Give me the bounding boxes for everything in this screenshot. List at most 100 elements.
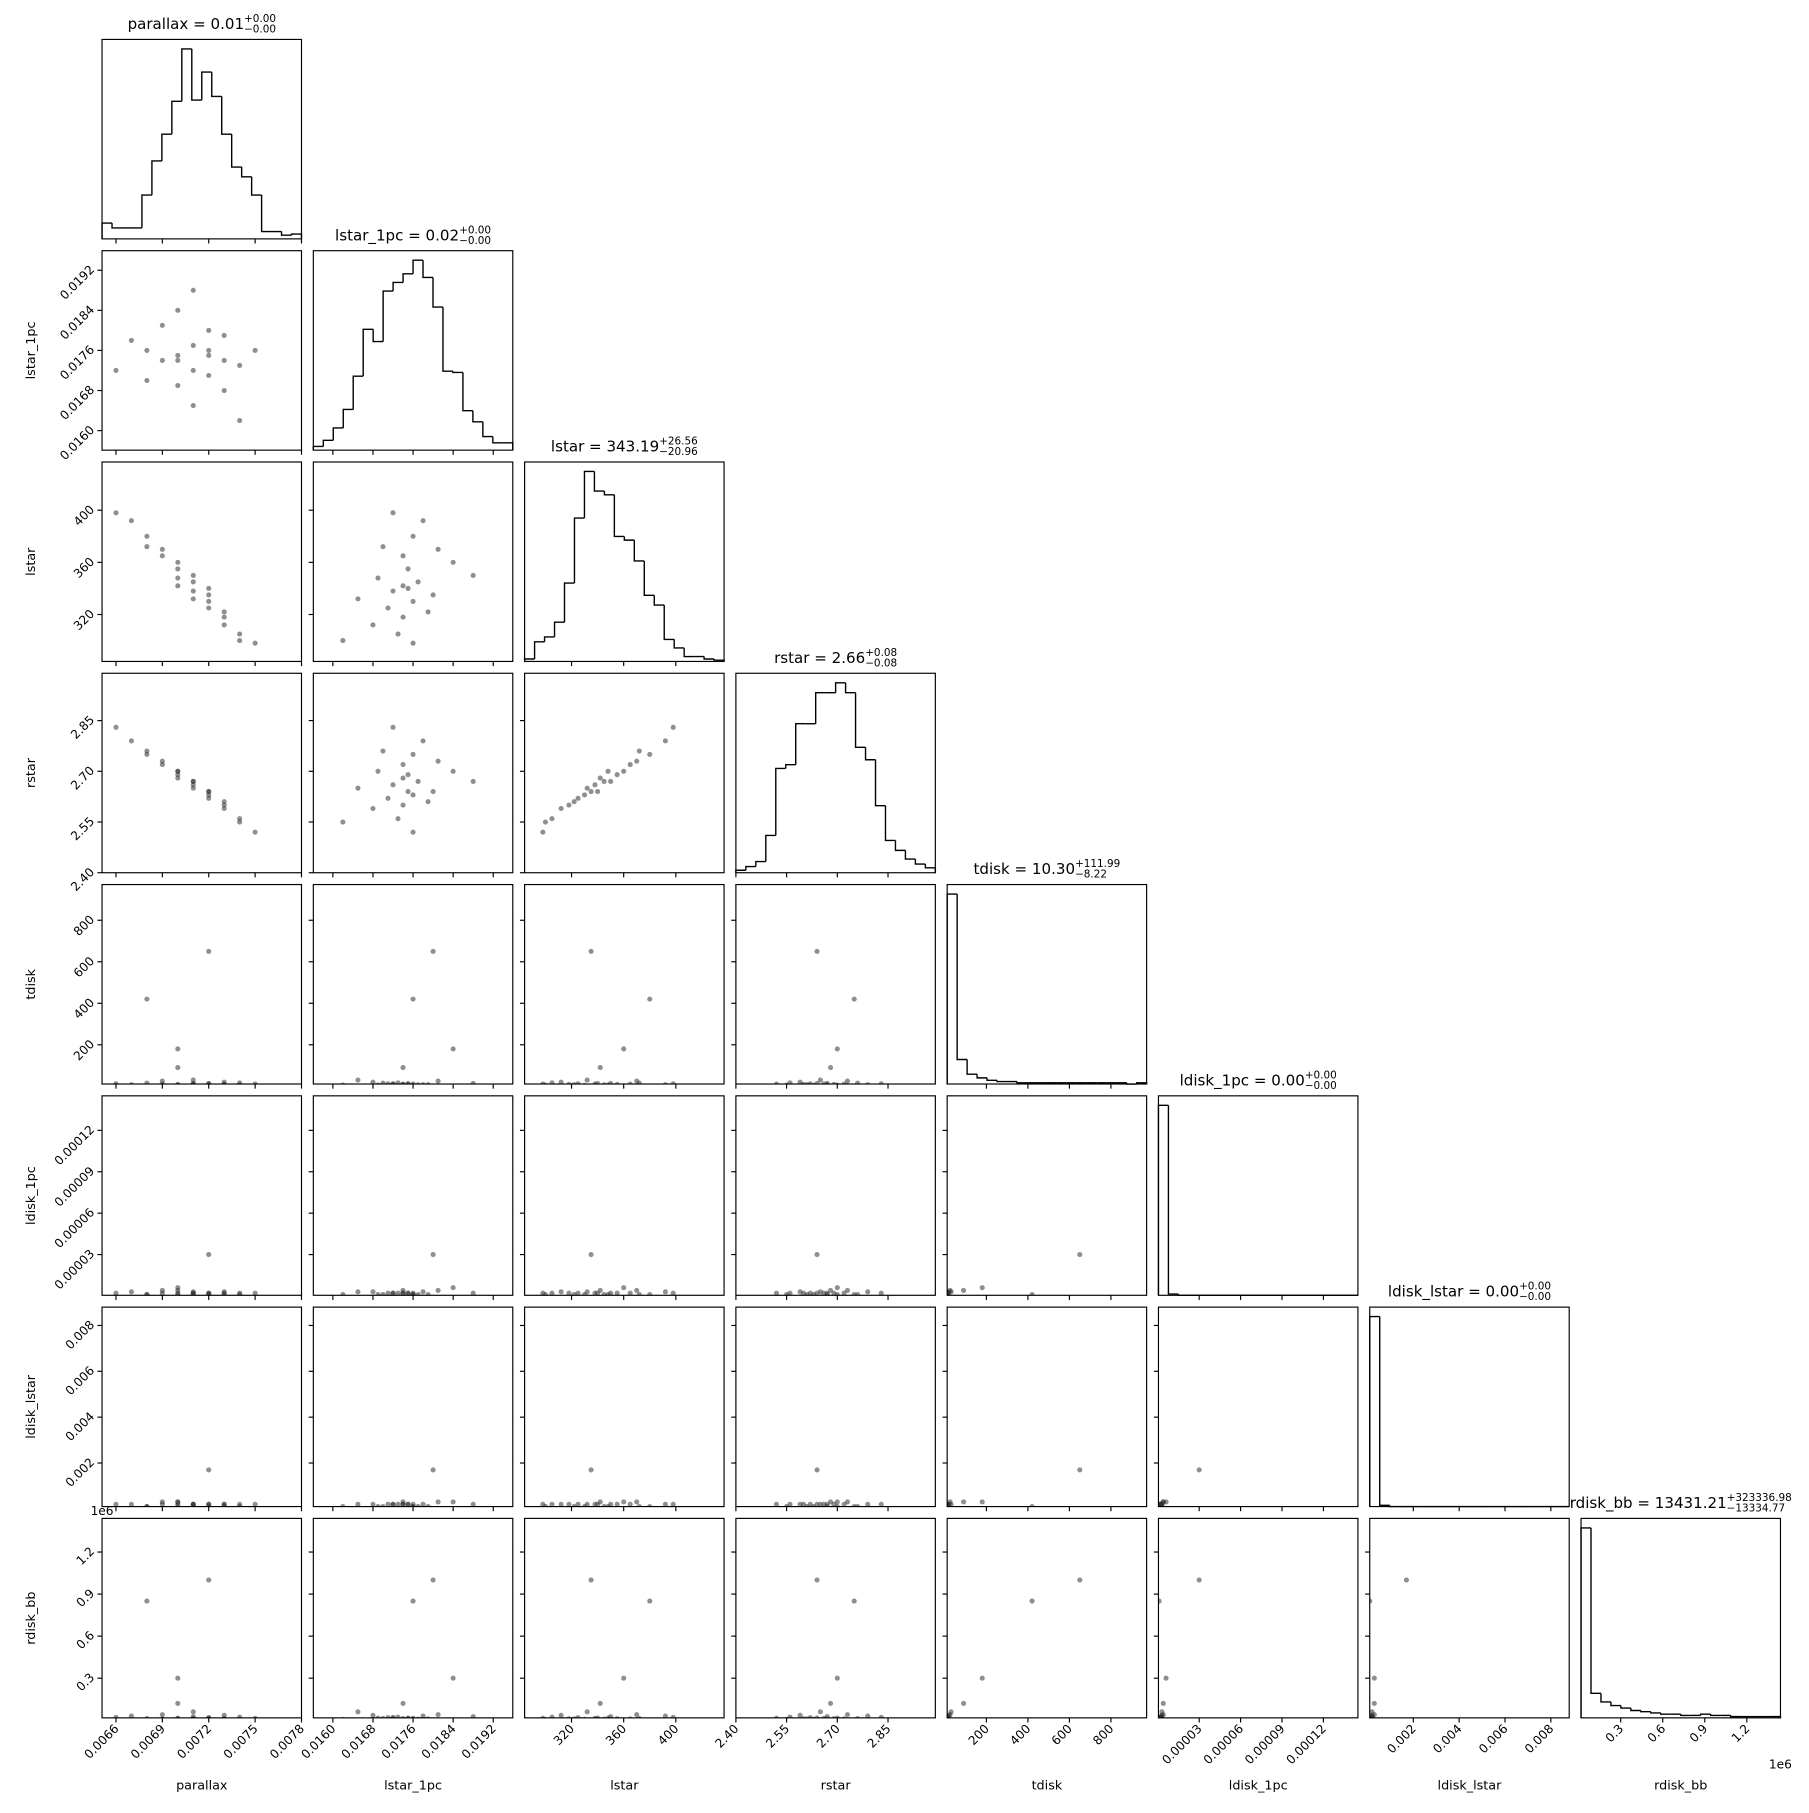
sample-point bbox=[636, 748, 642, 754]
sample-point bbox=[634, 1287, 640, 1294]
sample-point bbox=[588, 1467, 594, 1473]
sample-point bbox=[400, 1287, 406, 1294]
sample-point bbox=[159, 1712, 165, 1718]
sample-point bbox=[395, 1080, 401, 1085]
sample-point bbox=[621, 1675, 627, 1681]
histogram-step bbox=[362, 328, 374, 377]
scatter-group bbox=[113, 948, 258, 1085]
histogram-step bbox=[111, 223, 122, 229]
scatter-group bbox=[113, 724, 258, 835]
title-minus: −8.22 bbox=[1075, 869, 1107, 881]
y-axis-label: lstar bbox=[24, 547, 39, 576]
sample-point bbox=[175, 559, 181, 565]
sample-point bbox=[206, 585, 212, 591]
panel-frame bbox=[524, 1095, 725, 1296]
sample-point bbox=[1029, 1292, 1035, 1296]
scatter-group bbox=[1158, 1467, 1202, 1507]
sample-point bbox=[634, 1078, 640, 1084]
sample-point bbox=[571, 1716, 577, 1718]
sample-point bbox=[542, 819, 549, 825]
sample-point bbox=[807, 1715, 813, 1718]
y-tick-label: 0.3 bbox=[74, 1670, 98, 1694]
title-main: lstar_1pc = 0.02 bbox=[335, 226, 459, 245]
sample-point bbox=[670, 1714, 676, 1718]
sample-point bbox=[159, 546, 165, 552]
sample-point bbox=[827, 1700, 834, 1706]
histogram-step bbox=[171, 100, 182, 135]
sample-point bbox=[410, 1081, 416, 1085]
histogram-step bbox=[765, 834, 776, 862]
sample-point bbox=[113, 1714, 119, 1718]
histogram-step bbox=[502, 442, 514, 451]
histogram-step bbox=[250, 176, 262, 196]
sample-point bbox=[647, 1292, 653, 1296]
sample-point bbox=[355, 1289, 361, 1295]
sample-point bbox=[144, 533, 150, 539]
histogram-step bbox=[946, 893, 958, 1085]
sample-point bbox=[435, 1078, 441, 1084]
sample-point bbox=[571, 799, 577, 805]
sample-point bbox=[221, 1712, 227, 1718]
histogram-step bbox=[492, 436, 503, 444]
sample-point bbox=[175, 1065, 181, 1071]
panel-frame bbox=[735, 1306, 936, 1508]
panel-frame bbox=[524, 461, 725, 663]
sample-point bbox=[814, 1252, 820, 1258]
panel-title: rdisk_bb = 13431.21+323336.98 −13334.77 bbox=[1570, 1492, 1792, 1514]
sample-point bbox=[395, 631, 401, 637]
sample-point bbox=[425, 1082, 431, 1085]
y-axis-label: ldisk_1pc bbox=[24, 1166, 39, 1225]
x-tick-label: 2.55 bbox=[763, 1722, 792, 1751]
sample-point bbox=[190, 778, 196, 785]
histogram-step bbox=[1620, 1705, 1631, 1709]
sample-point bbox=[1077, 1577, 1083, 1583]
histogram-step bbox=[221, 96, 232, 135]
y-tick-label: 360 bbox=[71, 555, 97, 581]
panel-frame bbox=[1157, 1306, 1359, 1508]
sample-point bbox=[430, 1467, 436, 1473]
sample-point bbox=[113, 1290, 119, 1296]
sample-point bbox=[410, 533, 416, 539]
sample-point bbox=[400, 761, 406, 768]
scatter-group bbox=[540, 1467, 676, 1507]
histogram-step bbox=[894, 840, 906, 852]
sample-point bbox=[385, 1715, 391, 1718]
sample-point bbox=[575, 1081, 581, 1085]
sample-point bbox=[425, 609, 431, 615]
sample-point bbox=[1158, 1715, 1164, 1718]
sample-point bbox=[450, 1499, 456, 1505]
sample-point bbox=[415, 579, 421, 585]
sample-point bbox=[355, 1077, 361, 1083]
histogram-step bbox=[230, 134, 242, 168]
sample-point bbox=[621, 1499, 627, 1505]
sample-point bbox=[221, 622, 227, 628]
x-tick-label: 2.40 bbox=[712, 1722, 741, 1751]
sample-point bbox=[420, 1082, 426, 1085]
histogram-step bbox=[141, 194, 152, 228]
y-tick-label: 400 bbox=[71, 502, 97, 528]
sample-point bbox=[175, 566, 181, 572]
sample-point bbox=[390, 588, 396, 594]
sample-point bbox=[128, 518, 134, 524]
sample-point bbox=[608, 1501, 614, 1507]
sample-point bbox=[144, 347, 150, 353]
sample-point bbox=[961, 1287, 967, 1294]
panel-title: rstar = 2.66+0.08 −0.08 bbox=[774, 647, 897, 669]
sample-point bbox=[190, 342, 196, 348]
sample-point bbox=[410, 1598, 416, 1604]
sample-point bbox=[851, 1504, 857, 1507]
sample-point bbox=[1160, 1700, 1166, 1706]
sample-point bbox=[814, 1501, 820, 1507]
histogram-step bbox=[563, 582, 575, 623]
panel-frame bbox=[101, 1517, 303, 1719]
sample-point bbox=[1159, 1709, 1165, 1715]
sample-point bbox=[355, 596, 361, 602]
scatter-group bbox=[773, 1252, 884, 1296]
panel-frame bbox=[1157, 1517, 1359, 1719]
histogram-step bbox=[785, 764, 796, 769]
histogram-step bbox=[191, 48, 202, 101]
sample-point bbox=[190, 596, 196, 602]
title-minus: −0.00 bbox=[459, 235, 491, 247]
sample-point bbox=[375, 1292, 381, 1296]
x-axis-label: rdisk_bb bbox=[1654, 1778, 1707, 1793]
